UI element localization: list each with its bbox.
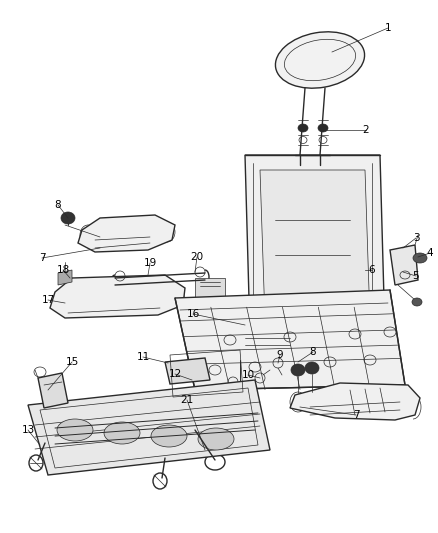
- Text: 2: 2: [362, 125, 368, 135]
- Polygon shape: [165, 358, 209, 384]
- Ellipse shape: [151, 425, 187, 447]
- Ellipse shape: [104, 422, 140, 444]
- Text: 12: 12: [168, 369, 181, 379]
- Polygon shape: [58, 270, 72, 285]
- Text: 6: 6: [368, 265, 374, 275]
- Bar: [194, 278, 225, 300]
- Ellipse shape: [290, 364, 304, 376]
- Text: 4: 4: [426, 248, 432, 258]
- Text: 16: 16: [186, 309, 199, 319]
- Ellipse shape: [198, 428, 233, 450]
- Polygon shape: [28, 380, 269, 475]
- Text: 5: 5: [412, 271, 418, 281]
- Text: 3: 3: [412, 233, 418, 243]
- Polygon shape: [259, 170, 369, 320]
- Text: 20: 20: [190, 252, 203, 262]
- Polygon shape: [78, 215, 175, 252]
- Polygon shape: [389, 245, 417, 285]
- Ellipse shape: [57, 419, 93, 441]
- Text: 18: 18: [56, 265, 70, 275]
- Ellipse shape: [297, 124, 307, 132]
- Polygon shape: [244, 155, 384, 335]
- Text: 8: 8: [309, 347, 316, 357]
- Text: 7: 7: [39, 253, 45, 263]
- Text: 10: 10: [241, 370, 254, 380]
- Text: 7: 7: [352, 410, 358, 420]
- Polygon shape: [175, 290, 404, 390]
- Text: 21: 21: [180, 395, 193, 405]
- Ellipse shape: [304, 362, 318, 374]
- Text: 17: 17: [41, 295, 54, 305]
- Text: 13: 13: [21, 425, 35, 435]
- Text: 11: 11: [136, 352, 149, 362]
- Ellipse shape: [411, 298, 421, 306]
- Text: 1: 1: [384, 23, 390, 33]
- Ellipse shape: [412, 253, 426, 263]
- Text: 15: 15: [65, 357, 78, 367]
- Bar: [240, 330, 294, 360]
- Ellipse shape: [275, 32, 364, 88]
- Polygon shape: [290, 383, 419, 420]
- Text: 8: 8: [55, 200, 61, 210]
- Polygon shape: [38, 373, 68, 408]
- Ellipse shape: [61, 212, 75, 224]
- Polygon shape: [50, 275, 184, 318]
- Text: 9: 9: [276, 350, 283, 360]
- Text: 19: 19: [143, 258, 156, 268]
- Ellipse shape: [317, 124, 327, 132]
